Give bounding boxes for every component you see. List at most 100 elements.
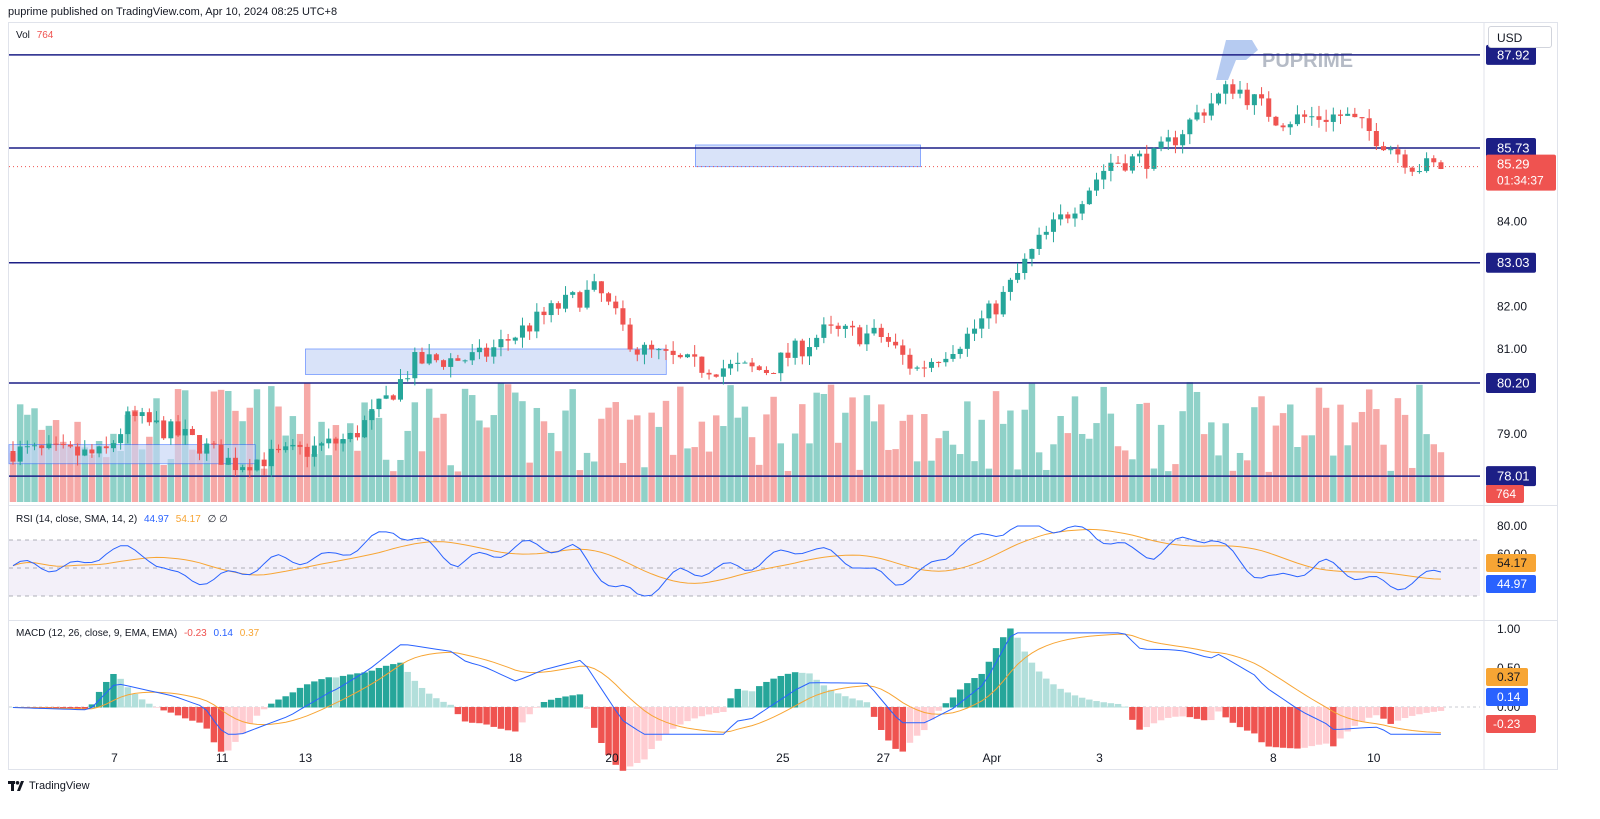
rsi-value: 44.97: [1497, 577, 1527, 591]
volume-bar: [1136, 403, 1143, 502]
macd-histogram-bar: [1179, 707, 1186, 717]
macd-histogram-bar: [878, 707, 885, 730]
candle-body: [1280, 125, 1286, 128]
candle-body: [96, 446, 102, 454]
macd-histogram-bar: [404, 671, 411, 708]
macd-histogram-bar: [418, 687, 426, 708]
candle-body: [814, 337, 820, 348]
candle-body: [1438, 162, 1444, 170]
candle-body: [1359, 117, 1365, 119]
macd-histogram-bar: [1028, 662, 1036, 708]
macd-histogram-bar: [1394, 707, 1402, 721]
brand-watermark: PUPRIME: [1262, 50, 1353, 72]
macd-histogram-bar: [339, 675, 347, 708]
volume-bar: [1315, 387, 1323, 502]
macd-histogram-bar: [203, 707, 210, 729]
macd-histogram-bar: [992, 648, 1000, 708]
candle-body: [254, 459, 260, 471]
macd-histogram-bar: [964, 683, 971, 708]
volume-bar: [440, 413, 447, 502]
volume-bar: [942, 430, 950, 502]
volume-bar: [1344, 445, 1351, 502]
macd-signal-line: [13, 633, 1441, 734]
volume-bar: [339, 439, 347, 502]
countdown-label: 01:34:37: [1497, 174, 1544, 188]
volume-bar: [160, 464, 167, 502]
candle-body: [498, 339, 504, 348]
candle-body: [1294, 114, 1300, 125]
volume-bar: [1086, 438, 1093, 502]
candle-body: [333, 438, 339, 444]
volume-bar: [1322, 407, 1330, 502]
volume-bar: [1021, 409, 1028, 502]
macd-histogram-bar: [928, 707, 935, 720]
volume-bar: [253, 389, 261, 502]
macd-histogram-bar: [1272, 707, 1280, 748]
macd-label-v1: -0.23: [183, 628, 207, 639]
volume-bar: [1330, 455, 1337, 502]
volume-bar: [1172, 464, 1179, 502]
macd-histogram-bar: [289, 692, 297, 708]
candle-body: [354, 432, 360, 438]
volume-bar: [1193, 391, 1201, 502]
macd-histogram-bar: [576, 694, 584, 708]
macd-histogram-bar: [827, 689, 835, 708]
candle-body: [1352, 113, 1358, 118]
volume-bar: [167, 459, 175, 502]
candle-body: [125, 411, 131, 435]
candle-body: [412, 352, 418, 379]
candle-body: [476, 347, 482, 353]
volume-bar: [1365, 389, 1373, 502]
candle-body: [232, 457, 238, 471]
volume-bar: [1165, 471, 1172, 502]
volume-bar: [1150, 468, 1158, 502]
volume-bar: [612, 402, 619, 502]
macd-histogram-bar: [454, 707, 462, 715]
macd-histogram-bar: [117, 678, 124, 708]
volume-bar: [978, 419, 985, 502]
macd-histogram-bar: [124, 687, 132, 708]
macd-histogram-bar: [282, 696, 289, 708]
macd-histogram-bar: [1100, 702, 1107, 708]
candle-body: [132, 411, 138, 417]
macd-histogram-bar: [1387, 707, 1394, 724]
volume-bar: [81, 447, 88, 502]
volume-bar: [311, 454, 318, 502]
currency-button[interactable]: USD: [1488, 26, 1552, 48]
candle-body: [17, 446, 23, 462]
candle-body: [936, 361, 942, 363]
volume-bar: [1351, 422, 1359, 502]
volume-bar: [361, 402, 368, 502]
macd-histogram-bar: [153, 707, 160, 708]
volume-bar: [634, 415, 641, 502]
macd-histogram-bar: [375, 667, 383, 708]
volume-bar: [454, 471, 462, 502]
volume-bar: [1258, 396, 1265, 502]
candle-body: [1015, 273, 1021, 280]
candle-body: [957, 348, 963, 355]
macd-histogram-bar: [756, 686, 763, 708]
candle-body: [928, 361, 934, 368]
volume-bar: [1279, 413, 1287, 502]
volume-bar: [784, 470, 792, 502]
macd-histogram-bar: [834, 693, 842, 708]
macd-histogram-bar: [569, 695, 576, 708]
macd-histogram-bar: [555, 697, 562, 708]
candle-body: [749, 362, 755, 367]
candle-body: [290, 444, 296, 447]
volume-bar: [576, 470, 584, 502]
volume-bar: [1287, 404, 1294, 502]
macd-histogram-bar: [318, 679, 325, 708]
macd-histogram-bar: [504, 707, 512, 731]
candle-body: [1273, 116, 1279, 126]
volume-bar: [425, 388, 433, 502]
candle-body: [527, 325, 533, 332]
candle-body: [771, 373, 777, 375]
candle-body: [75, 446, 81, 456]
macd-histogram-bar: [748, 691, 756, 708]
candle-body: [699, 356, 705, 373]
rsi-label-v2: 54.17: [175, 514, 201, 525]
candle-body: [24, 446, 30, 448]
candle-body: [182, 428, 188, 436]
candle-body: [914, 367, 920, 369]
